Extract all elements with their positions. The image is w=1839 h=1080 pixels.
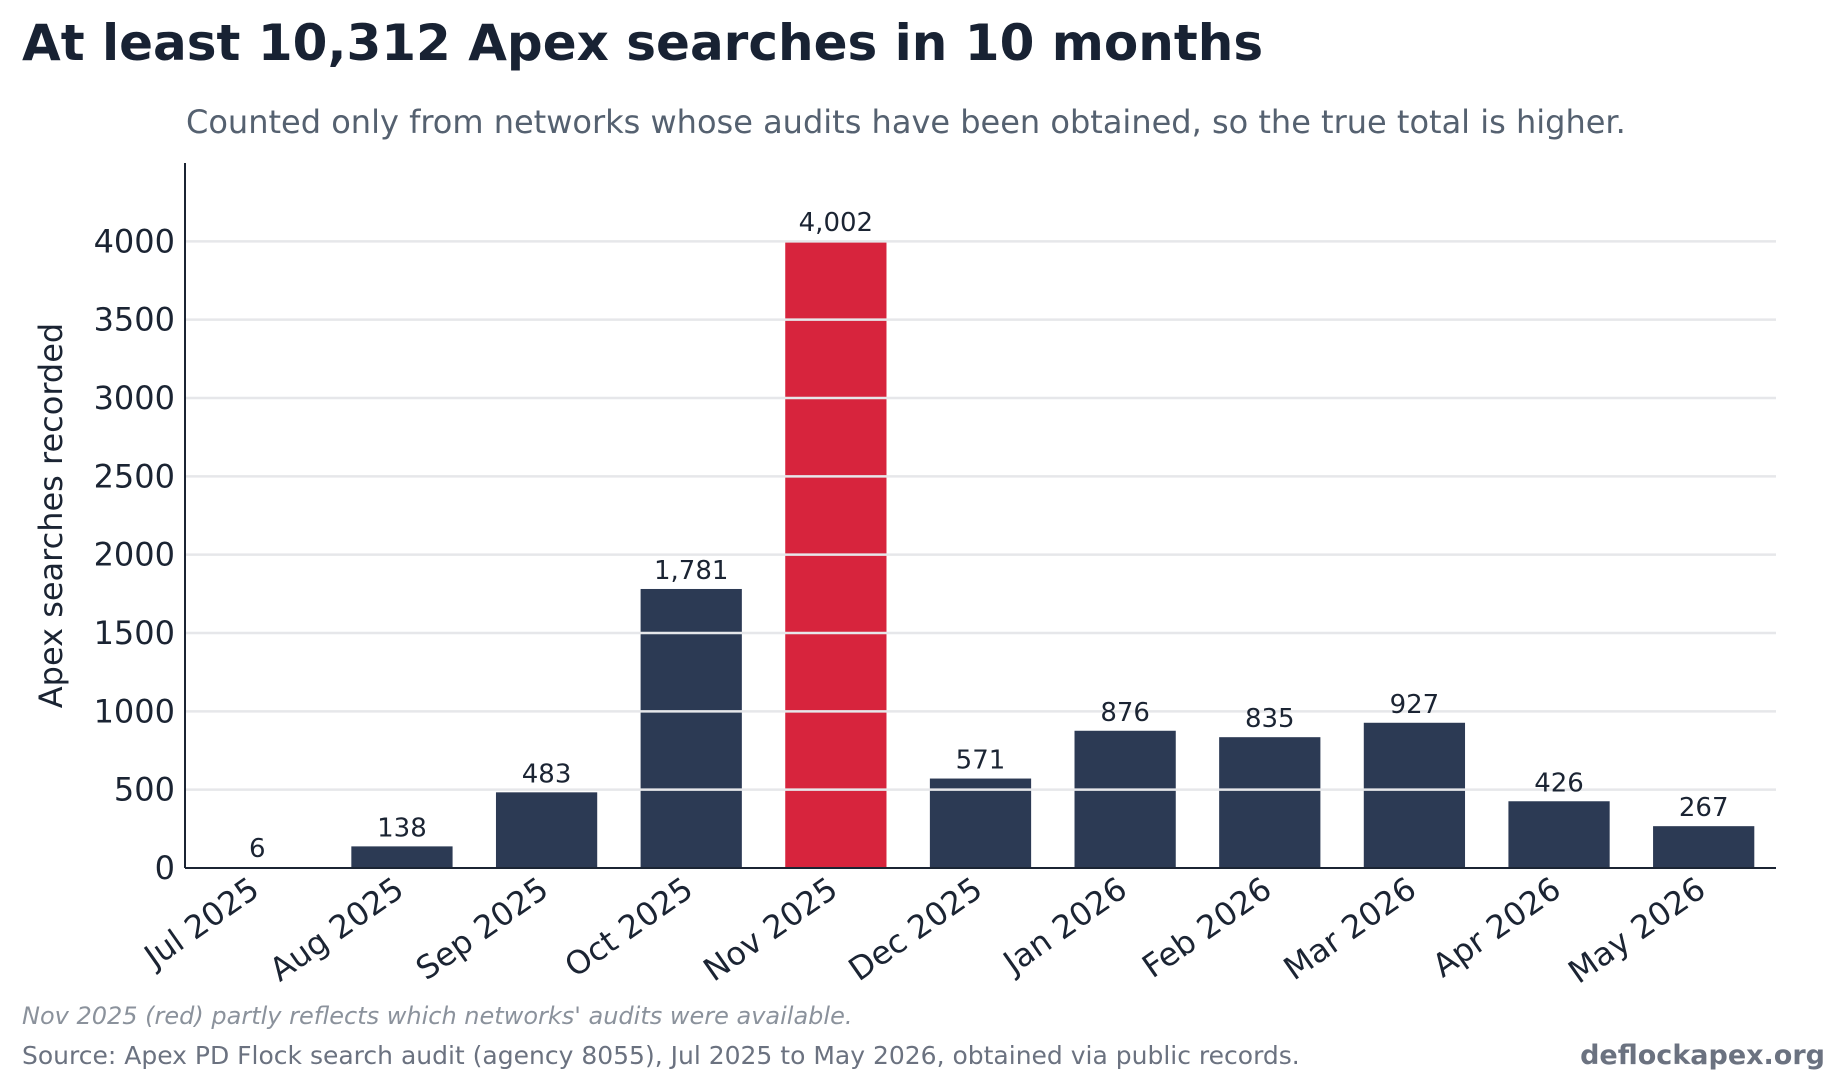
x-tick-label: Nov 2025 [696,869,844,988]
x-tick-label: Dec 2025 [842,869,990,988]
y-tick-label: 4000 [94,222,175,260]
y-tick-label: 2000 [94,536,175,574]
bar-aug-2025 [351,846,453,868]
x-tick-label: Aug 2025 [263,869,411,989]
x-tick-label: Feb 2026 [1135,869,1278,985]
bar-jan-2026 [1074,730,1176,868]
y-tick-label: 2500 [94,457,175,495]
bar-sep-2025 [495,792,598,868]
y-axis-label: Apex searches recorded [32,323,70,708]
data-label: 1,781 [654,556,728,586]
bar-oct-2025 [640,588,742,868]
data-label: 6 [249,834,266,864]
data-label: 426 [1534,768,1584,798]
data-label: 267 [1679,793,1729,823]
data-label: 483 [522,759,572,789]
x-tick-label: Apr 2026 [1425,869,1567,984]
bar-feb-2026 [1219,737,1321,868]
source-note: Source: Apex PD Flock search audit (agen… [22,1041,1300,1070]
brand-link[interactable]: deflockapex.org [1580,1040,1825,1071]
bar-dec-2025 [929,778,1032,868]
y-tick-label: 1500 [94,614,175,652]
y-tick-label: 3000 [94,379,175,417]
bar-chart: 6 138 483 1,781 4,002 571 876 835 927 426 267 0 500 1… [32,163,1776,991]
chart-subtitle: Counted only from networks whose audits … [186,103,1626,141]
chart-title: At least 10,312 Apex searches in 10 mont… [22,14,1264,72]
bar-mar-2026 [1363,722,1466,868]
data-label: 835 [1245,704,1295,734]
data-label: 927 [1390,690,1440,720]
x-tick-label: Jan 2026 [995,869,1134,982]
footnote: Nov 2025 (red) partly reflects which net… [22,1002,853,1030]
data-label: 876 [1100,698,1150,728]
y-tick-label: 3500 [94,301,175,339]
bar-may-2026 [1653,826,1755,868]
data-label: 138 [377,813,427,843]
bar-apr-2026 [1508,801,1610,868]
x-tick-label: Sep 2025 [409,869,555,987]
y-tick-label: 500 [114,771,175,809]
y-tick-label: 1000 [94,692,175,730]
data-label: 4,002 [799,208,873,238]
x-tick-label: May 2026 [1561,869,1712,991]
y-tick-label: 0 [155,849,175,887]
data-label: 571 [956,746,1006,776]
x-tick-label: Mar 2026 [1277,869,1423,987]
x-tick-label: Oct 2025 [558,869,700,984]
